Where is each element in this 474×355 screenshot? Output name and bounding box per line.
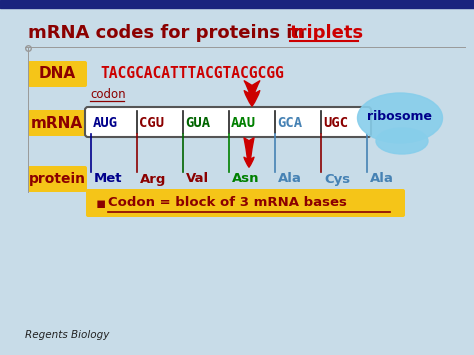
Text: mRNA codes for proteins in: mRNA codes for proteins in <box>28 24 311 42</box>
Text: DNA: DNA <box>38 66 75 82</box>
Text: protein: protein <box>28 172 85 186</box>
Text: Asn: Asn <box>232 173 259 186</box>
Text: Codon = block of 3 mRNA bases: Codon = block of 3 mRNA bases <box>108 197 347 209</box>
Text: ▪: ▪ <box>96 196 106 211</box>
Text: AUG: AUG <box>93 116 118 130</box>
Text: Arg: Arg <box>140 173 166 186</box>
Text: CGU: CGU <box>139 116 164 130</box>
Text: GUA: GUA <box>185 116 210 130</box>
Text: Val: Val <box>186 173 209 186</box>
Ellipse shape <box>376 128 428 154</box>
FancyBboxPatch shape <box>28 166 87 192</box>
Text: Ala: Ala <box>370 173 394 186</box>
FancyBboxPatch shape <box>85 107 371 137</box>
Bar <box>0 0 474 8</box>
Text: Met: Met <box>94 173 122 186</box>
FancyBboxPatch shape <box>28 110 87 136</box>
FancyBboxPatch shape <box>86 189 405 217</box>
Text: Ala: Ala <box>278 173 302 186</box>
FancyBboxPatch shape <box>28 61 87 87</box>
Text: triplets: triplets <box>290 24 364 42</box>
Text: Cys: Cys <box>324 173 350 186</box>
Text: ribosome: ribosome <box>367 109 432 122</box>
Text: TACGCACATTTACGTACGCGG: TACGCACATTTACGTACGCGG <box>100 66 284 82</box>
Text: codon: codon <box>90 88 126 101</box>
Text: UGC: UGC <box>323 116 348 130</box>
Ellipse shape <box>357 93 443 143</box>
Text: GCA: GCA <box>277 116 302 130</box>
Text: AAU: AAU <box>231 116 256 130</box>
Text: mRNA: mRNA <box>31 115 83 131</box>
Text: Regents Biology: Regents Biology <box>25 330 109 340</box>
